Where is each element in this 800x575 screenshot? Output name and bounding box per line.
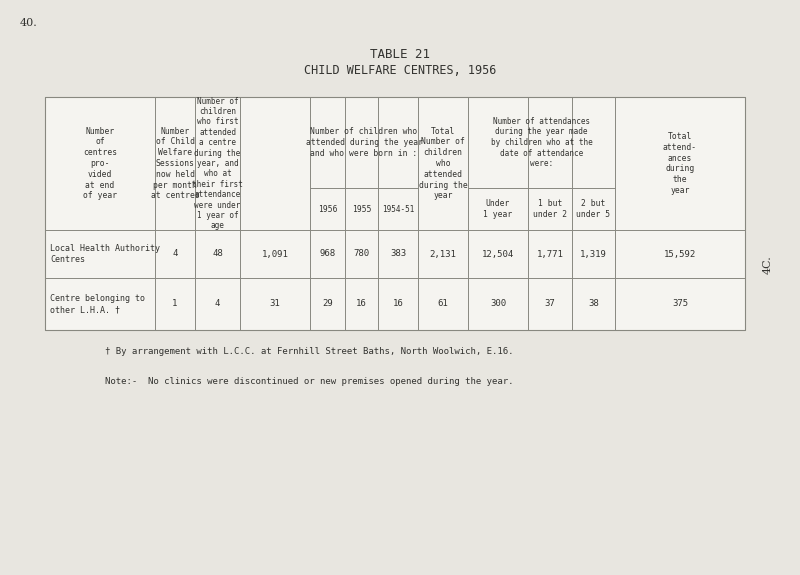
Text: 300: 300 (490, 300, 506, 309)
Text: 1,771: 1,771 (537, 250, 563, 259)
Text: CHILD WELFARE CENTRES, 1956: CHILD WELFARE CENTRES, 1956 (304, 63, 496, 76)
Text: 16: 16 (356, 300, 367, 309)
Text: TABLE 21: TABLE 21 (370, 48, 430, 62)
Text: Total
attend-
ances
during
the
year: Total attend- ances during the year (663, 132, 697, 195)
Text: Number
of Child
Welfare
Sessions
now held
per month
at centres: Number of Child Welfare Sessions now hel… (150, 126, 199, 200)
Text: 40.: 40. (20, 18, 38, 28)
Text: Number
of
centres
pro-
vided
at end
of year: Number of centres pro- vided at end of y… (83, 126, 117, 200)
Text: Under
1 year: Under 1 year (483, 199, 513, 219)
Text: 12,504: 12,504 (482, 250, 514, 259)
Text: Note:-  No clinics were discontinued or new premises opened during the year.: Note:- No clinics were discontinued or n… (105, 378, 514, 386)
Text: 780: 780 (354, 250, 370, 259)
Text: Number of attendances
during the year made
by children who at the
date of attend: Number of attendances during the year ma… (490, 117, 592, 168)
Text: Number of
children
who first
attended
a centre
during the
year, and
who at
their: Number of children who first attended a … (192, 97, 243, 231)
Text: 1,319: 1,319 (580, 250, 607, 259)
Bar (45, 97, 745, 330)
Text: 38: 38 (588, 300, 599, 309)
Text: 48: 48 (212, 250, 223, 259)
Text: 1956: 1956 (318, 205, 338, 213)
Text: 15,592: 15,592 (664, 250, 696, 259)
Text: 4: 4 (172, 250, 178, 259)
Text: 31: 31 (270, 300, 280, 309)
Text: Number of children who
attended during the year
and who were born in :: Number of children who attended during t… (306, 127, 422, 158)
Text: Local Health Authority
Centres: Local Health Authority Centres (50, 244, 160, 264)
Text: 1 but
under 2: 1 but under 2 (533, 199, 567, 219)
Text: 16: 16 (393, 300, 403, 309)
Text: 1954-51: 1954-51 (382, 205, 414, 213)
Text: 4C.: 4C. (763, 256, 773, 274)
Text: 2,131: 2,131 (430, 250, 457, 259)
Text: 1955: 1955 (352, 205, 371, 213)
Text: Total
Number of
children
who
attended
during the
year: Total Number of children who attended du… (418, 126, 467, 200)
Text: Centre belonging to
other L.H.A. †: Centre belonging to other L.H.A. † (50, 294, 145, 314)
Text: 29: 29 (322, 300, 333, 309)
Text: 2 but
under 5: 2 but under 5 (577, 199, 610, 219)
Text: 61: 61 (438, 300, 448, 309)
Text: † By arrangement with L.C.C. at Fernhill Street Baths, North Woolwich, E.16.: † By arrangement with L.C.C. at Fernhill… (105, 347, 514, 356)
Text: 968: 968 (319, 250, 335, 259)
Text: 37: 37 (545, 300, 555, 309)
Text: 383: 383 (390, 250, 406, 259)
Text: 375: 375 (672, 300, 688, 309)
Text: 4: 4 (215, 300, 220, 309)
Text: 1: 1 (172, 300, 178, 309)
Text: 1,091: 1,091 (262, 250, 289, 259)
